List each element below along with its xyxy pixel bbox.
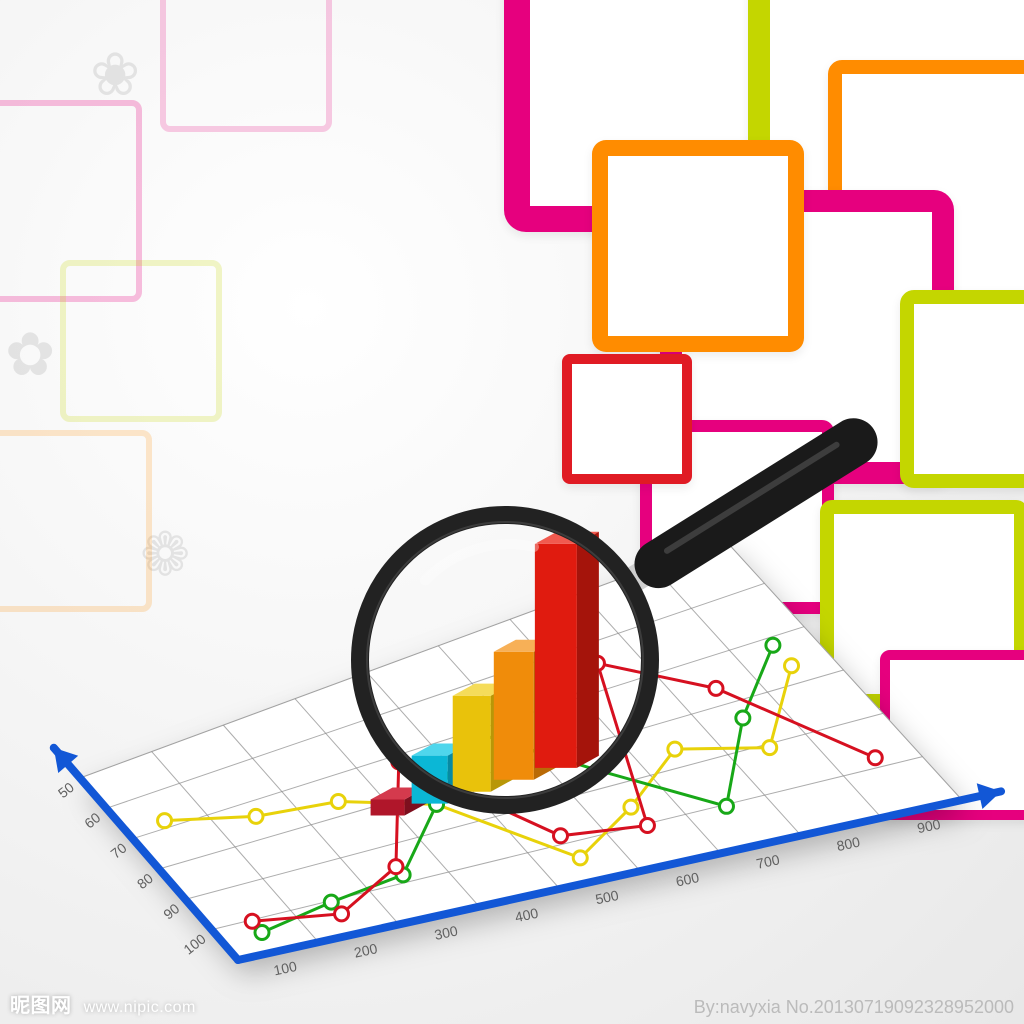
- line-marker: [331, 795, 345, 809]
- x-tick-label: 800: [835, 833, 861, 854]
- line-marker: [324, 895, 338, 909]
- line-marker: [640, 818, 654, 832]
- line-marker: [766, 638, 780, 652]
- x-tick-label: 300: [433, 922, 459, 943]
- line-marker: [573, 851, 587, 865]
- y-tick-label: 90: [160, 900, 182, 922]
- watermark-url: www.nipic.com: [84, 999, 196, 1016]
- watermark-right: By:navyxia No.20130719092328952000: [694, 997, 1014, 1018]
- line-marker: [389, 860, 403, 874]
- x-tick-label: 200: [353, 940, 379, 961]
- bar-front: [371, 800, 405, 816]
- line-marker: [719, 799, 733, 813]
- x-tick-label: 900: [916, 816, 942, 837]
- chart-scene: 100 200 300 400 500 600 700 800 900 5060708090 100: [0, 0, 1024, 1024]
- line-marker: [554, 829, 568, 843]
- x-tick-label: 700: [755, 851, 781, 872]
- line-marker: [335, 907, 349, 921]
- magnifier-handle: [658, 442, 853, 564]
- line-marker: [868, 751, 882, 765]
- y-tick-label: 70: [108, 839, 130, 861]
- line-marker: [158, 814, 172, 828]
- x-tick-label: 500: [594, 887, 620, 908]
- y-tick-label: 80: [134, 870, 156, 892]
- x-tick-label: 100: [272, 958, 298, 979]
- line-marker: [668, 742, 682, 756]
- line-marker: [736, 711, 750, 725]
- watermark-left: 昵图网 www.nipic.com: [10, 989, 196, 1018]
- line-marker: [709, 681, 723, 695]
- line-marker: [249, 809, 263, 823]
- line-marker: [624, 800, 638, 814]
- y-tick-label: 50: [55, 779, 77, 801]
- line-marker: [245, 914, 259, 928]
- watermark-logo: 昵图网: [10, 995, 72, 1017]
- y-tick-label: 100: [180, 930, 208, 957]
- line-marker: [763, 741, 777, 755]
- y-tick-label: 60: [81, 809, 103, 831]
- x-tick-label: 400: [513, 905, 539, 926]
- line-marker: [785, 659, 799, 673]
- x-tick-label: 600: [674, 869, 700, 890]
